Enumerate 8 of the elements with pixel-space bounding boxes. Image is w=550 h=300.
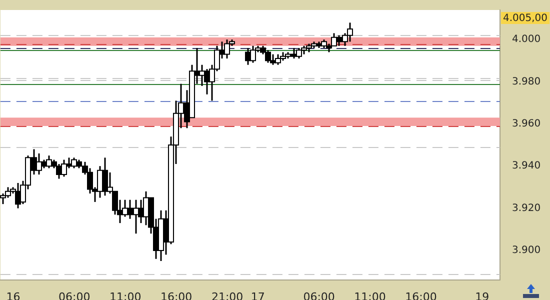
- y-tick-label: 3.980: [512, 76, 541, 88]
- y-tick-label: 3.960: [512, 118, 541, 130]
- y-tick-label: 3.940: [512, 160, 541, 172]
- y-tick-label: 3.920: [512, 202, 541, 214]
- x-tick-label: 17: [250, 290, 265, 300]
- text: 4.005,00: [503, 13, 548, 24]
- y-tick-label: 3.900: [512, 245, 541, 256]
- y-tick-label: 4.000: [512, 34, 541, 46]
